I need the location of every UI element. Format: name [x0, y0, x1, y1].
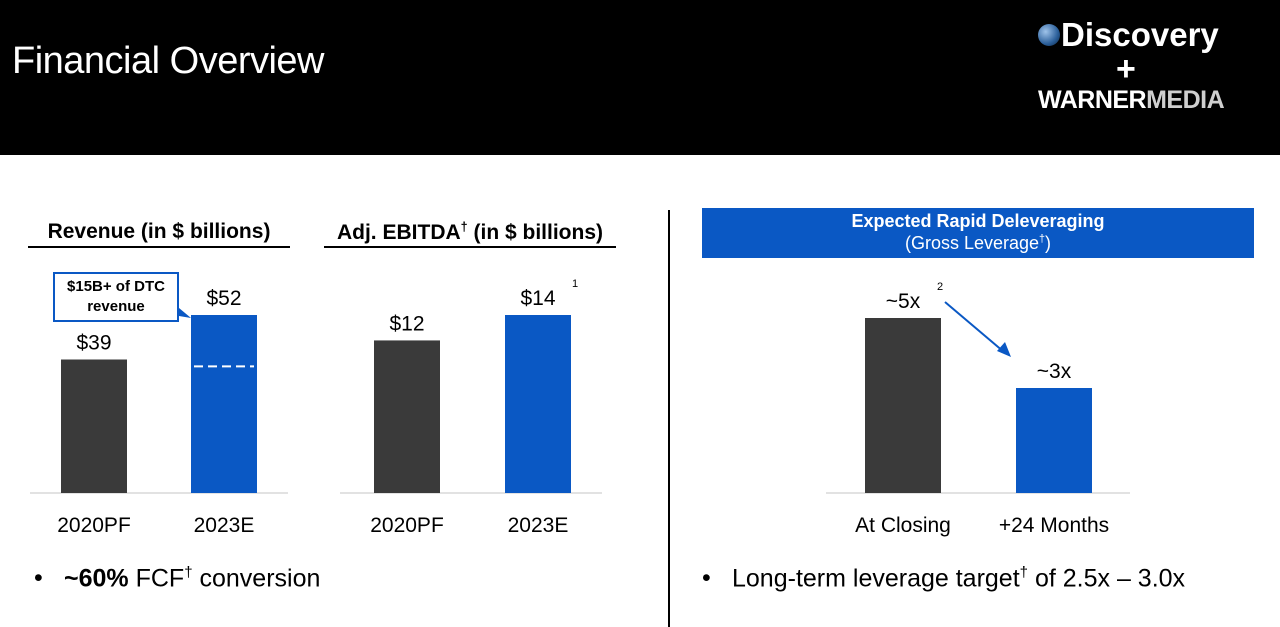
leverage-target-bullet: • Long-term leverage target† of 2.5x – 3.… [702, 564, 1185, 593]
ebitda-title-rest: (in $ billions) [467, 221, 604, 244]
leverage-bar-at-closing [865, 318, 941, 493]
header-bar: Financial Overview Discovery + WARNERMED… [0, 0, 1280, 155]
leverage-target-text: Long-term leverage target [732, 564, 1020, 593]
ebitda-title-rule [324, 246, 616, 248]
revenue-category-label: 2020PF [57, 514, 131, 537]
revenue-bar-2023e [191, 315, 257, 493]
ebitda-value-label: $12 [389, 312, 424, 335]
fcf-rest: conversion [192, 564, 321, 593]
leverage-value-label: ~3x [1037, 360, 1072, 383]
deleveraging-arrow [944, 301, 1005, 353]
revenue-title-rule [28, 246, 290, 248]
logo-plus: + [1116, 50, 1136, 88]
logo-warner-text: WARNER [1038, 86, 1147, 114]
vertical-divider [668, 210, 670, 627]
dagger-mark: † [460, 220, 468, 234]
leverage-target-rest: of 2.5x – 3.0x [1028, 564, 1186, 593]
banner-subtitle-text: (Gross Leverage [904, 233, 1040, 253]
callout-pointer [179, 308, 191, 318]
leverage-value-label: ~5x [886, 290, 921, 313]
dagger-mark: † [184, 564, 193, 581]
ebitda-footnote: 1 [572, 278, 578, 290]
fcf-percent: ~60% [64, 564, 129, 593]
ebitda-title-main: Adj. EBITDA [336, 221, 461, 244]
revenue-value-label: $39 [76, 332, 111, 355]
banner-close: ) [1045, 233, 1052, 253]
banner-subtitle: (Gross Leverage†) [702, 233, 1254, 254]
revenue-value-label: $52 [206, 287, 241, 310]
fcf-bullet: • ~60% FCF† conversion [34, 564, 320, 593]
ebitda-chart-title: Adj. EBITDA† (in $ billions) [324, 220, 616, 245]
dagger-mark: † [1019, 564, 1029, 581]
page-title: Financial Overview [12, 40, 325, 82]
leverage-bar--24-months [1016, 388, 1092, 493]
ebitda-category-label: 2020PF [370, 514, 444, 537]
ebitda-value-label: $14 [520, 287, 555, 310]
deleveraging-banner: Expected Rapid Deleveraging (Gross Lever… [702, 208, 1254, 258]
ebitda-category-label: 2023E [508, 514, 569, 537]
ebitda-bar-2023e [505, 315, 571, 493]
dagger-mark: † [1039, 233, 1046, 245]
warnermedia-logo: WARNERMEDIA [1038, 86, 1225, 115]
leverage-category-label: At Closing [855, 514, 951, 537]
leverage-footnote: 2 [937, 281, 943, 293]
discovery-logo: Discovery [1038, 16, 1219, 54]
callout-line2: revenue [87, 298, 145, 315]
discovery-warnermedia-logo: Discovery + WARNERMEDIA [1030, 10, 1250, 120]
logo-discovery-text: Discovery [1061, 16, 1219, 53]
globe-icon [1038, 24, 1060, 46]
bullet-dot: • [702, 564, 711, 593]
revenue-chart-title: Revenue (in $ billions) [47, 220, 271, 243]
ebitda-bar-2020pf [374, 340, 440, 493]
dtc-callout: $15B+ of DTC revenue [53, 272, 179, 322]
fcf-label: FCF [128, 564, 185, 593]
deleveraging-arrowhead [997, 342, 1011, 357]
bullet-dot: • [34, 564, 43, 593]
leverage-category-label: +24 Months [999, 514, 1109, 537]
callout-line1: $15B+ of DTC [67, 278, 165, 295]
revenue-bar-2020pf [61, 359, 127, 493]
revenue-category-label: 2023E [194, 514, 255, 537]
banner-title: Expected Rapid Deleveraging [851, 211, 1105, 231]
logo-media-text: MEDIA [1146, 86, 1225, 114]
